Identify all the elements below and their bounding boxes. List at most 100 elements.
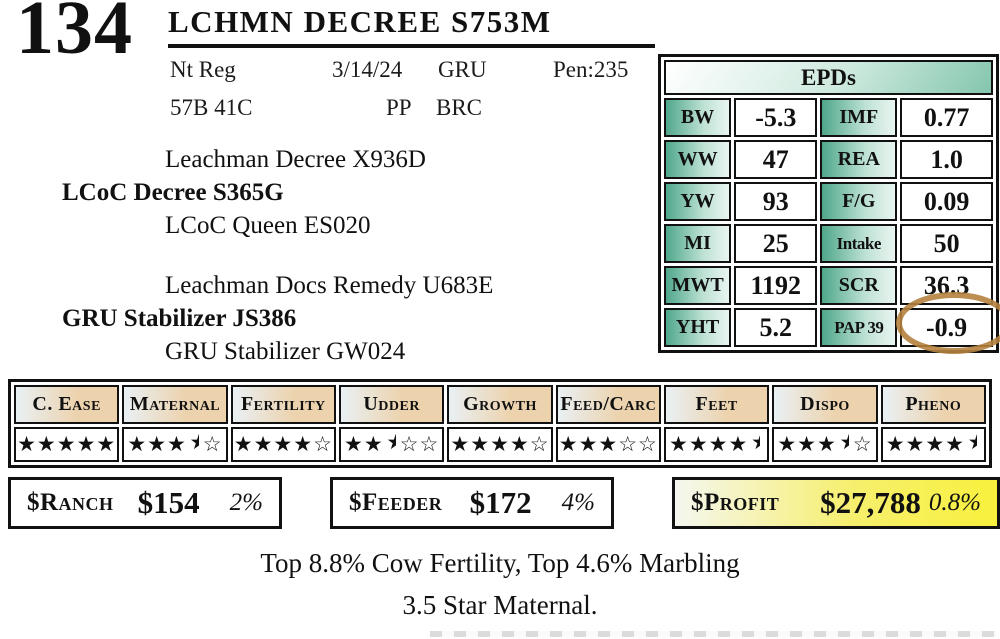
pedigree-dam-sire: Leachman Docs Remedy U683E [165, 272, 494, 299]
ranch-value-box: $Ranch $154 2% [8, 477, 282, 529]
epd-label: IMF [820, 98, 898, 137]
rating-stars-cell: ★★★★☆ [122, 427, 228, 462]
feeder-percentile: 4% [561, 489, 595, 516]
lot-number: 134 [16, 0, 133, 70]
pap-highlight-circle [896, 292, 1000, 354]
star-full-icon: ★ [885, 432, 906, 456]
star-full-icon: ★ [363, 432, 384, 456]
star-full-icon: ★ [925, 432, 946, 456]
star-half-icon: ★ [748, 432, 761, 453]
star-empty-icon: ☆ [202, 432, 223, 456]
epds-title: EPDs [664, 60, 993, 95]
rating-category-label: Maternal [122, 385, 228, 424]
breed-code: BRC [436, 95, 483, 120]
pedigree-sire: LCoC Decree S365G [62, 179, 284, 206]
registration-status: Nt Reg [170, 57, 236, 82]
star-empty-icon: ☆ [419, 432, 440, 456]
rating-stars-cell: ★★★☆☆ [338, 427, 445, 462]
feeder-value-box: $Feeder $172 4% [330, 477, 614, 529]
star-half-icon: ★ [187, 432, 200, 453]
star-full-icon: ★ [598, 432, 619, 456]
profit-value-box: $Profit $27,788 0.8% [672, 477, 1000, 529]
rating-category-label: Dispo [772, 385, 878, 424]
star-empty-icon: ☆ [399, 432, 420, 456]
epd-label: BW [664, 98, 732, 137]
star-full-icon: ★ [127, 432, 148, 456]
rating-stars-cell: ★★★★★ [14, 427, 120, 462]
epd-value: 93 [734, 182, 818, 221]
star-full-icon: ★ [945, 432, 965, 456]
star-empty-icon: ☆ [638, 432, 658, 456]
profit-value: $27,788 [820, 485, 921, 520]
pen-number: Pen:235 [553, 57, 629, 82]
pedigree-dam-dam: GRU Stabilizer GW024 [165, 338, 406, 365]
rating-stars-cell: ★★★★★ [880, 427, 986, 462]
footnote-maternal: 3.5 Star Maternal. [402, 590, 598, 620]
epd-label: MI [664, 224, 732, 263]
epd-label: YW [664, 182, 732, 221]
rating-category-label: Udder [338, 385, 445, 424]
epds-table: EPDs BW -5.3 IMF 0.77 WW 47 REA 1.0 YW 93 F/G 0.09 M… [658, 54, 999, 353]
birth-date: 3/14/24 [332, 57, 403, 82]
star-half-icon: ★ [837, 432, 849, 453]
epd-value: 50 [900, 224, 993, 263]
star-full-icon: ★ [17, 432, 37, 456]
star-full-icon: ★ [253, 432, 274, 456]
star-full-icon: ★ [470, 432, 491, 456]
star-full-icon: ★ [509, 432, 530, 456]
star-full-icon: ★ [688, 432, 709, 456]
star-empty-icon: ☆ [313, 432, 333, 456]
herd-code: GRU [438, 57, 487, 82]
star-full-icon: ★ [797, 432, 817, 456]
pedigree-sire-dam: LCoC Queen ES020 [165, 212, 371, 239]
epds-row: YW 93 F/G 0.09 [664, 182, 993, 221]
star-empty-icon: ☆ [529, 432, 550, 456]
rating-category-label: Fertility [230, 385, 336, 424]
epd-label: REA [820, 140, 898, 179]
epd-value: 1192 [734, 266, 818, 305]
epd-value: 0.77 [900, 98, 993, 137]
rating-category-label: C. Ease [14, 385, 120, 424]
pedigree-sire-sire: Leachman Decree X936D [165, 146, 426, 173]
epd-label: Intake [820, 224, 898, 263]
rating-stars-cell: ★★★★☆ [772, 427, 878, 462]
epd-value: -5.3 [734, 98, 818, 137]
epds-header-row: EPDs [664, 60, 993, 95]
animal-name-title: LCHMN DECREE S753M [168, 4, 655, 48]
rating-stars-cell: ★★★★☆ [447, 427, 553, 462]
star-full-icon: ★ [450, 432, 471, 456]
ranch-label: $Ranch [27, 489, 114, 516]
star-full-icon: ★ [273, 432, 294, 456]
star-full-icon: ★ [490, 432, 510, 456]
page-crop-artifact [430, 631, 996, 637]
rating-category-label: Growth [447, 385, 553, 424]
ratings-stars-row: ★★★★★★★★★☆★★★★☆★★★☆☆★★★★☆★★★☆☆★★★★★★★★★☆… [14, 427, 986, 462]
epd-value: 0.09 [900, 182, 993, 221]
rating-category-label: Pheno [880, 385, 986, 424]
epd-value: 25 [734, 224, 818, 263]
epd-label: PAP 39 [820, 308, 898, 347]
feeder-label: $Feeder [349, 489, 443, 516]
epd-value: 5.2 [734, 308, 818, 347]
footnote-percentiles: Top 8.8% Cow Fertility, Top 4.6% Marblin… [260, 548, 740, 578]
star-full-icon: ★ [147, 432, 168, 456]
epd-label: YHT [664, 308, 732, 347]
epd-label: F/G [820, 182, 898, 221]
star-full-icon: ★ [905, 432, 926, 456]
epds-row: MI 25 Intake 50 [664, 224, 993, 263]
star-full-icon: ★ [558, 432, 579, 456]
rating-category-label: Feed/Carc [555, 385, 661, 424]
rating-stars-cell: ★★★★★ [663, 427, 770, 462]
rating-stars-cell: ★★★★☆ [230, 427, 336, 462]
epds-row: WW 47 REA 1.0 [664, 140, 993, 179]
epd-value: 1.0 [900, 140, 993, 179]
ranch-value: $154 [137, 485, 200, 520]
profit-label: $Profit [691, 489, 780, 516]
star-half-icon: ★ [965, 432, 978, 453]
star-full-icon: ★ [344, 432, 364, 456]
star-full-icon: ★ [76, 432, 97, 456]
star-half-icon: ★ [384, 432, 396, 453]
epd-value: 47 [734, 140, 818, 179]
tattoo-id: 57B 41C [170, 95, 253, 120]
